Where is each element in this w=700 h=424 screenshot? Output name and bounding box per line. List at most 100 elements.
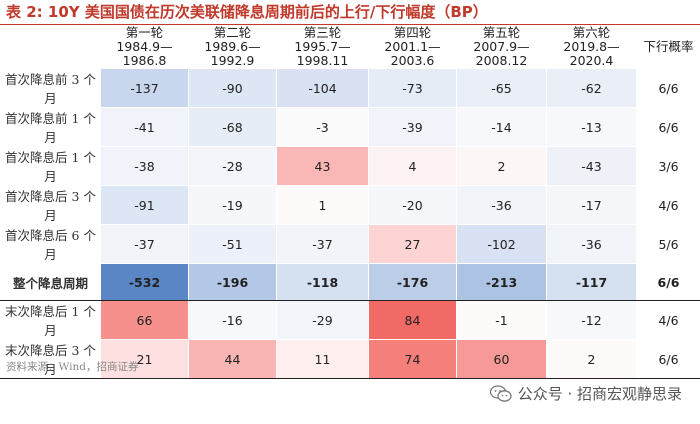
title-divider bbox=[0, 24, 700, 25]
value-cell: -65 bbox=[456, 68, 547, 108]
value-cell: -28 bbox=[188, 146, 277, 186]
value-cell: -90 bbox=[188, 68, 277, 108]
value-cell: 74 bbox=[368, 339, 457, 379]
value-cell: -62 bbox=[546, 68, 637, 108]
table-row: 末次降息后 3 个月 21 44 11 74 60 2 6/6 bbox=[0, 339, 700, 379]
value-cell: 66 bbox=[100, 300, 189, 340]
value-cell: 43 bbox=[276, 146, 369, 186]
round-period: 2001.1—2003.6 bbox=[384, 39, 441, 68]
rate-cell: 4/6 bbox=[636, 185, 700, 225]
table-body: 首次降息前 3 个月 -137 -90 -104 -73 -65 -62 6/6 首次降息前 1… bbox=[0, 68, 700, 379]
rate-cell: 6/6 bbox=[636, 68, 700, 108]
row-label: 整个降息周期 bbox=[0, 263, 101, 301]
value-cell: 11 bbox=[276, 339, 369, 379]
value-cell: -104 bbox=[276, 68, 369, 108]
value-cell: -41 bbox=[100, 107, 189, 147]
table-row: 末次降息后 1 个月 66 -16 -29 84 -1 -12 4/6 bbox=[0, 300, 700, 340]
rate-cell: 6/6 bbox=[636, 107, 700, 147]
value-cell: -16 bbox=[188, 300, 277, 340]
value-cell: -118 bbox=[276, 263, 369, 301]
header-round-1: 第一轮 1984.9—1986.8 bbox=[100, 25, 189, 69]
header-round-5: 第五轮 2007.9—2008.12 bbox=[456, 25, 547, 69]
value-cell: -3 bbox=[276, 107, 369, 147]
table-title: 表 2: 10Y 美国国债在历次美联储降息周期前后的上行/下行幅度（BP） bbox=[6, 3, 488, 21]
value-cell: 2 bbox=[546, 339, 637, 379]
value-cell: -73 bbox=[368, 68, 457, 108]
source-note: 资料来源：Wind，招商证券 bbox=[6, 361, 139, 373]
row-label: 末次降息后 3 个月 bbox=[0, 339, 101, 379]
row-label: 首次降息前 1 个月 bbox=[0, 107, 101, 147]
wechat-icon bbox=[489, 384, 512, 403]
value-cell: -176 bbox=[368, 263, 457, 301]
header-corner bbox=[0, 25, 101, 69]
value-cell: -19 bbox=[188, 185, 277, 225]
round-period: 1989.6—1992.9 bbox=[204, 39, 261, 68]
value-cell: 84 bbox=[368, 300, 457, 340]
value-cell: 27 bbox=[368, 224, 457, 264]
value-cell: 2 bbox=[456, 146, 547, 186]
rate-cell: 4/6 bbox=[636, 300, 700, 340]
row-label: 首次降息前 3 个月 bbox=[0, 68, 101, 108]
round-name: 第四轮 bbox=[393, 25, 432, 40]
watermark: 公众号 · 招商宏观静思录 bbox=[489, 383, 682, 404]
value-cell: -51 bbox=[188, 224, 277, 264]
value-cell: 60 bbox=[456, 339, 547, 379]
value-cell: 44 bbox=[188, 339, 277, 379]
header-round-3: 第三轮 1995.7—1998.11 bbox=[276, 25, 369, 69]
rate-cell: 6/6 bbox=[636, 263, 700, 301]
round-name: 第二轮 bbox=[213, 25, 252, 40]
value-cell: -117 bbox=[546, 263, 637, 301]
value-cell: -91 bbox=[100, 185, 189, 225]
round-name: 第三轮 bbox=[303, 25, 342, 40]
value-cell: -532 bbox=[100, 263, 189, 301]
value-cell: -17 bbox=[546, 185, 637, 225]
header-round-2: 第二轮 1989.6—1992.9 bbox=[188, 25, 277, 69]
value-cell: -36 bbox=[456, 185, 547, 225]
row-label: 首次降息后 3 个月 bbox=[0, 185, 101, 225]
round-period: 2007.9—2008.12 bbox=[473, 39, 530, 68]
value-cell: -13 bbox=[546, 107, 637, 147]
value-cell: -14 bbox=[456, 107, 547, 147]
value-cell: -29 bbox=[276, 300, 369, 340]
round-name: 第五轮 bbox=[482, 25, 521, 40]
value-cell: -37 bbox=[100, 224, 189, 264]
value-cell: -102 bbox=[456, 224, 547, 264]
rate-cell: 3/6 bbox=[636, 146, 700, 186]
value-cell: -68 bbox=[188, 107, 277, 147]
table-row: 首次降息前 1 个月 -41 -68 -3 -39 -14 -13 6/6 bbox=[0, 107, 700, 147]
value-cell: -39 bbox=[368, 107, 457, 147]
value-cell: -196 bbox=[188, 263, 277, 301]
header-round-6: 第六轮 2019.8—2020.4 bbox=[546, 25, 637, 69]
header-row: 第一轮 1984.9—1986.8 第二轮 1989.6—1992.9 第三轮 199… bbox=[0, 25, 700, 69]
value-cell: -36 bbox=[546, 224, 637, 264]
table-row: 首次降息后 6 个月 -37 -51 -37 27 -102 -36 5/6 bbox=[0, 224, 700, 264]
rate-cell: 5/6 bbox=[636, 224, 700, 264]
value-cell: -213 bbox=[456, 263, 547, 301]
value-cell: -1 bbox=[456, 300, 547, 340]
row-label: 末次降息后 1 个月 bbox=[0, 300, 101, 340]
value-cell: -43 bbox=[546, 146, 637, 186]
row-label: 首次降息后 6 个月 bbox=[0, 224, 101, 264]
round-period: 1984.9—1986.8 bbox=[116, 39, 173, 68]
watermark-text: 公众号 · 招商宏观静思录 bbox=[517, 385, 682, 403]
rate-cell: 6/6 bbox=[636, 339, 700, 379]
round-period: 2019.8—2020.4 bbox=[563, 39, 620, 68]
value-cell: -12 bbox=[546, 300, 637, 340]
table-row: 首次降息后 3 个月 -91 -19 1 -20 -36 -17 4/6 bbox=[0, 185, 700, 225]
value-cell: -20 bbox=[368, 185, 457, 225]
header-round-4: 第四轮 2001.1—2003.6 bbox=[368, 25, 457, 69]
header-rate: 下行概率 bbox=[636, 25, 700, 69]
value-cell: -38 bbox=[100, 146, 189, 186]
row-label: 首次降息后 1 个月 bbox=[0, 146, 101, 186]
value-cell: 21 bbox=[100, 339, 189, 379]
yield-change-table: 第一轮 1984.9—1986.8 第二轮 1989.6—1992.9 第三轮 199… bbox=[0, 25, 700, 379]
value-cell: 4 bbox=[368, 146, 457, 186]
value-cell: -37 bbox=[276, 224, 369, 264]
value-cell: 1 bbox=[276, 185, 369, 225]
value-cell: -137 bbox=[100, 68, 189, 108]
round-name: 第六轮 bbox=[572, 25, 611, 40]
round-name: 第一轮 bbox=[125, 25, 164, 40]
table-row: 首次降息前 3 个月 -137 -90 -104 -73 -65 -62 6/6 bbox=[0, 68, 700, 108]
table-row: 首次降息后 1 个月 -38 -28 43 4 2 -43 3/6 bbox=[0, 146, 700, 186]
